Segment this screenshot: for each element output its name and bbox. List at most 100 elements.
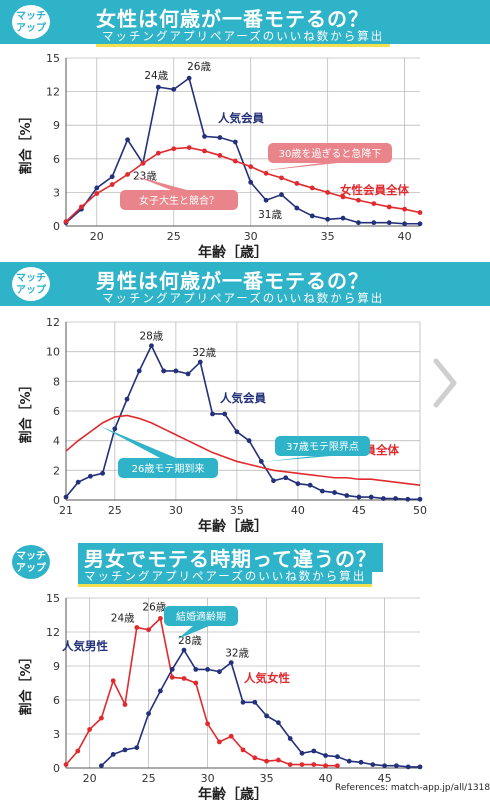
data-point — [287, 736, 293, 741]
x-tick-label: 45 — [378, 772, 392, 785]
data-point — [210, 411, 215, 417]
chart-compare: 20 25 30 35 40 45 0 3 6 9 12 15 年齢［歳］ 割合［%］ 人気女性 人気男性 24… — [18, 592, 423, 800]
data-point — [309, 185, 315, 191]
data-point — [232, 139, 238, 145]
data-point — [158, 616, 163, 621]
data-point — [197, 359, 203, 365]
y-tick-label: 12 — [46, 316, 60, 329]
data-point — [202, 148, 207, 154]
data-point — [110, 678, 116, 684]
data-point — [99, 763, 104, 769]
callout-box — [275, 436, 370, 456]
series-line-1 — [100, 648, 420, 768]
data-point — [110, 752, 116, 757]
brand-badge: マッチ アップ — [10, 265, 52, 303]
reference-text: References: match-app.jp/all/131805 — [335, 783, 490, 793]
callout-text: 30歳を過ぎると急降下 — [279, 147, 382, 160]
x-tick-label: 25 — [167, 230, 181, 243]
data-point — [325, 190, 331, 195]
panel-header: マッチ アップ 男女でモテる時期って違うの？ マッチングアプリペアーズのいいね数か… — [0, 540, 490, 587]
data-point — [169, 667, 175, 672]
peak-annotation: 24歳 — [111, 612, 135, 624]
x-tick-label: 40 — [319, 772, 333, 785]
data-point — [186, 145, 192, 150]
data-point — [171, 86, 177, 92]
y-tick-label: 15 — [46, 592, 60, 605]
next-arrow-icon[interactable] — [432, 357, 458, 409]
peak-annotation: 31歳 — [258, 209, 282, 221]
data-point — [161, 368, 167, 374]
data-point — [248, 179, 254, 185]
data-point — [185, 371, 191, 377]
data-point — [217, 153, 223, 158]
data-point — [155, 84, 161, 90]
panel-female: マッチ アップ 女性は何歳が一番モテるの？ マッチングアプリペアーズのいいね数から… — [0, 0, 490, 258]
callout-pointer — [262, 456, 331, 462]
data-point — [124, 396, 130, 402]
data-point — [263, 170, 269, 176]
data-point — [405, 764, 411, 770]
data-point — [295, 481, 301, 487]
data-point — [228, 660, 234, 665]
data-point — [171, 146, 177, 152]
data-point — [258, 459, 264, 464]
callout-pointer — [135, 176, 187, 190]
data-point — [417, 496, 423, 502]
panel-male: マッチ アップ 男性は何歳が一番モテるの？ マッチングアプリペアーズのいいね数から… — [0, 262, 490, 532]
data-point — [307, 482, 313, 488]
data-point — [380, 496, 386, 501]
peak-annotation: 32歳 — [225, 648, 249, 660]
grid — [66, 597, 420, 769]
data-point — [276, 757, 281, 763]
y-tick-label: 6 — [53, 153, 60, 166]
data-point — [382, 763, 387, 769]
chart-title: 男性は何歳が一番モテるの？ — [96, 269, 369, 293]
callout-text: 女子大生と競合？ — [139, 194, 219, 207]
chart-subtitle: マッチングアプリペアーズのいいね数から算出 — [96, 290, 391, 306]
peak-annotation: 32歳 — [192, 347, 216, 359]
x-tick-label: 30 — [244, 230, 258, 243]
y-axis-label: 割合［%］ — [18, 650, 34, 715]
x-tick-label: 25 — [142, 772, 156, 785]
data-point — [393, 496, 398, 501]
data-point — [344, 493, 350, 498]
data-point — [217, 135, 223, 140]
series-label: 人気男性 — [62, 639, 108, 653]
data-point — [417, 221, 423, 227]
data-point — [186, 75, 192, 81]
data-point — [299, 762, 305, 767]
data-point — [158, 688, 163, 694]
x-tick-label: 20 — [90, 230, 104, 243]
data-point — [217, 739, 222, 745]
data-point — [181, 676, 187, 681]
data-point — [100, 470, 106, 476]
series-line-0 — [65, 343, 420, 501]
data-point — [78, 204, 84, 210]
data-point — [340, 194, 346, 200]
x-axis-label: 年齢［歳］ — [198, 786, 268, 800]
data-point — [264, 758, 269, 764]
data-point — [75, 748, 81, 754]
data-point — [311, 748, 317, 754]
callout-pointer — [178, 626, 209, 639]
data-point — [252, 755, 258, 761]
data-point — [63, 762, 69, 767]
callout-box — [120, 190, 238, 210]
data-point — [122, 702, 128, 707]
data-point — [386, 204, 392, 210]
y-tick-label: 12 — [46, 86, 60, 99]
callout-text: 26歳モテ期到来 — [132, 463, 205, 475]
y-tick-label: 3 — [53, 186, 60, 199]
data-point — [94, 185, 100, 191]
y-tick-label: 0 — [53, 220, 60, 233]
x-tick-label: 50 — [413, 504, 427, 517]
data-point — [125, 137, 130, 143]
data-point — [371, 201, 377, 207]
data-point — [155, 150, 161, 156]
callout-text: 結婚適齢期 — [176, 610, 226, 623]
series-label: 人気会員 — [218, 111, 264, 125]
data-point — [323, 763, 328, 769]
peak-annotation: 23歳 — [133, 170, 157, 182]
y-axis-label: 割合［%］ — [18, 378, 34, 443]
data-point — [205, 667, 211, 672]
